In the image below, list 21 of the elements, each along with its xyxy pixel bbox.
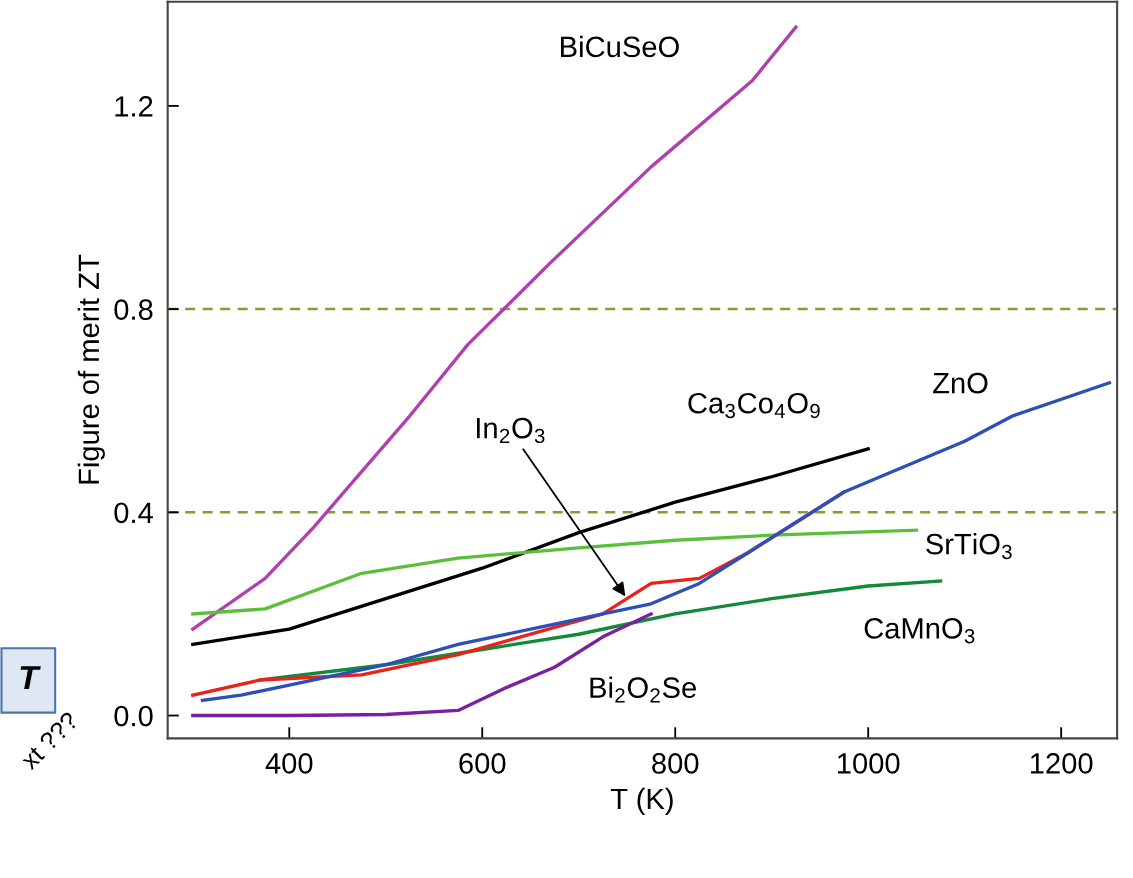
x-tick-label: 600	[459, 753, 506, 774]
text: In$_{2}$O$_{3}$	[476, 417, 545, 444]
y-axis-title: Figure of merit ZT	[77, 254, 105, 484]
y-tick-label: 1.2	[115, 96, 153, 117]
series-label: ZnO	[933, 372, 988, 394]
text: xt ???	[19, 710, 80, 771]
series-label: SrTiO$_{3}$	[926, 533, 1012, 560]
series-label: Bi$_{2}$O$_{2}$Se	[590, 676, 696, 703]
series-label: CaMnO$_{3}$	[864, 618, 975, 644]
line-series	[191, 528, 919, 616]
x-axis-title: T (K)	[610, 787, 673, 815]
text: T	[20, 666, 41, 690]
y-tick-label: 0.0	[114, 705, 153, 727]
y-tick-label: 0.4	[114, 502, 153, 524]
x-tick-label: 1000	[837, 753, 900, 774]
y-tick-label: 0.8	[114, 299, 153, 320]
text: BiCuSeO	[561, 35, 679, 58]
x-tick-label: 1200	[1030, 753, 1093, 774]
x-tick-label: 800	[652, 753, 699, 774]
x-tick-label: 400	[265, 753, 313, 774]
series-label: Ca$_{3}$Co$_{4}$O$_{9}$	[688, 392, 820, 419]
